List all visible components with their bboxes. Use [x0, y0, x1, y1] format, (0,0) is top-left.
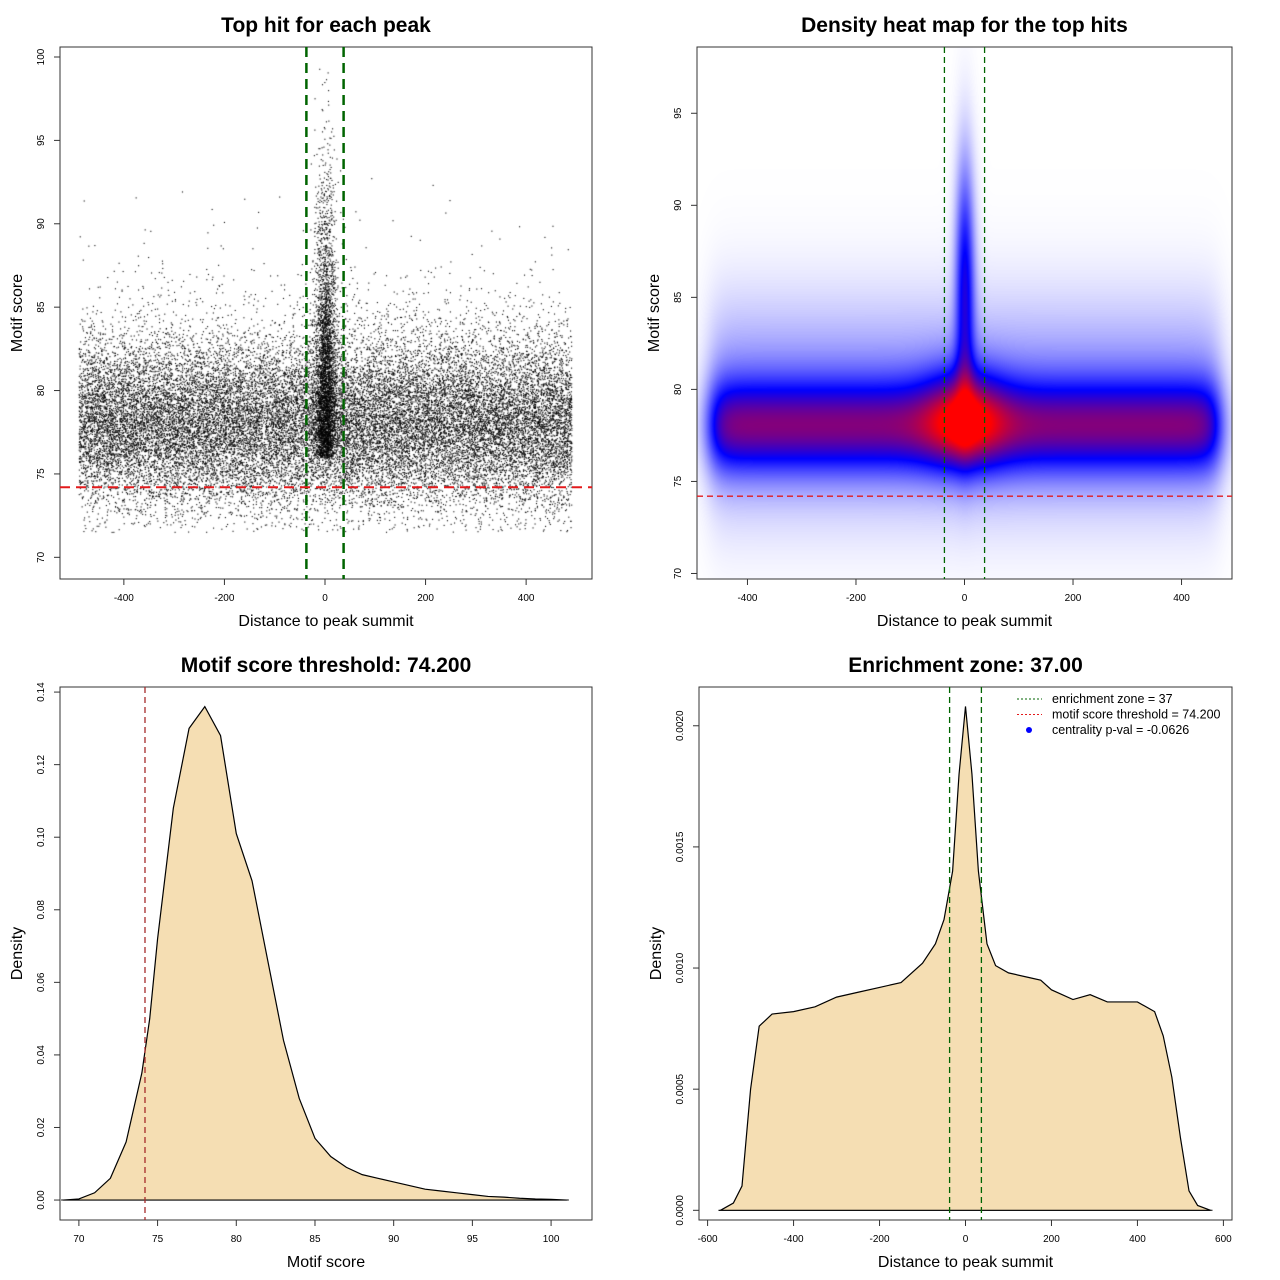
x-tick-label: -600 — [698, 1234, 718, 1245]
x-tick-label: 75 — [152, 1234, 164, 1245]
x-axis-label: Motif score — [287, 1254, 365, 1271]
y-tick-label: 0.08 — [36, 900, 47, 920]
y-tick-label: 0.0000 — [675, 1195, 686, 1226]
x-tick-label: -400 — [784, 1234, 804, 1245]
x-tick-label: 95 — [467, 1234, 479, 1245]
y-tick-label: 95 — [673, 107, 684, 119]
chart-title: Motif score threshold: 74.200 — [181, 654, 472, 677]
x-axis-label: Distance to peak summit — [877, 613, 1053, 630]
x-tick-label: 400 — [1173, 593, 1190, 604]
x-tick-label: 100 — [543, 1234, 560, 1245]
x-tick-label: 200 — [1065, 593, 1082, 604]
y-tick-label: 0.00 — [36, 1190, 47, 1210]
y-tick-label: 0.0005 — [675, 1073, 686, 1104]
x-tick-label: -400 — [737, 593, 757, 604]
chart-title: Density heat map for the top hits — [801, 14, 1128, 37]
x-tick-label: 200 — [1043, 1234, 1060, 1245]
y-tick-label: 70 — [36, 551, 47, 563]
density-curve — [718, 706, 1211, 1211]
y-tick-label: 80 — [673, 383, 684, 395]
x-tick-label: -200 — [870, 1234, 890, 1245]
y-tick-label: 85 — [673, 291, 684, 303]
y-tick-label: 0.06 — [36, 972, 47, 992]
y-tick-label: 0.14 — [36, 682, 47, 702]
x-tick-label: 0 — [322, 593, 328, 604]
y-tick-label: 0.0015 — [675, 831, 686, 862]
plot-frame — [696, 46, 1233, 580]
panel-4: Enrichment zone: 37.00 Distance to peak s… — [648, 654, 1233, 1271]
y-tick-label: 90 — [673, 199, 684, 211]
y-tick-label: 95 — [36, 134, 47, 146]
legend-dot-icon — [1026, 727, 1032, 733]
density-curve — [63, 705, 567, 1201]
x-tick-label: 80 — [231, 1234, 243, 1245]
y-axis-label: Motif score — [646, 274, 663, 352]
y-tick-label: 70 — [673, 567, 684, 579]
y-tick-label: 90 — [36, 218, 47, 230]
y-tick-label: 85 — [36, 301, 47, 313]
y-tick-label: 75 — [36, 468, 47, 480]
y-tick-label: 0.12 — [36, 754, 47, 774]
y-tick-label: 0.02 — [36, 1117, 47, 1137]
density-heatmap — [697, 47, 1232, 579]
x-tick-label: 90 — [388, 1234, 400, 1245]
y-tick-label: 80 — [36, 385, 47, 397]
y-tick-label: 0.0010 — [675, 952, 686, 983]
panel-3: Motif score threshold: 74.200 Motif score… — [9, 654, 593, 1271]
chart-title: Top hit for each peak — [221, 14, 431, 37]
y-tick-label: 0.10 — [36, 827, 47, 847]
panel-1: Top hit for each peak Distance to peak su… — [9, 14, 593, 630]
y-axis-label: Density — [9, 927, 26, 980]
x-tick-label: 0 — [963, 1234, 969, 1245]
x-axis-label: Distance to peak summit — [238, 613, 414, 630]
x-tick-label: 200 — [417, 593, 434, 604]
legend-entry: enrichment zone = 37 — [1052, 692, 1173, 706]
y-tick-label: 0.0020 — [675, 710, 686, 741]
x-axis-label: Distance to peak summit — [878, 1254, 1054, 1271]
y-axis-label: Motif score — [9, 274, 26, 352]
x-tick-label: 70 — [73, 1234, 85, 1245]
scatter-points — [60, 47, 592, 579]
x-tick-label: -200 — [846, 593, 866, 604]
legend-entry: centrality p-val = -0.0626 — [1052, 723, 1189, 737]
x-tick-label: -400 — [114, 593, 134, 604]
x-tick-label: 400 — [518, 593, 535, 604]
x-tick-label: 400 — [1129, 1234, 1146, 1245]
y-tick-label: 75 — [673, 475, 684, 487]
x-tick-label: 85 — [309, 1234, 321, 1245]
plot-frame — [59, 46, 593, 580]
plot-frame — [59, 686, 593, 1221]
y-tick-label: 100 — [36, 48, 47, 65]
x-tick-label: 600 — [1215, 1234, 1232, 1245]
legend-entry: motif score threshold = 74.200 — [1052, 708, 1221, 722]
x-tick-label: 0 — [962, 593, 968, 604]
panel-2: Density heat map for the top hits Distanc… — [646, 14, 1233, 630]
y-axis-label: Density — [648, 927, 665, 980]
chart-title: Enrichment zone: 37.00 — [848, 654, 1083, 677]
x-tick-label: -200 — [214, 593, 234, 604]
y-tick-label: 0.04 — [36, 1045, 47, 1065]
